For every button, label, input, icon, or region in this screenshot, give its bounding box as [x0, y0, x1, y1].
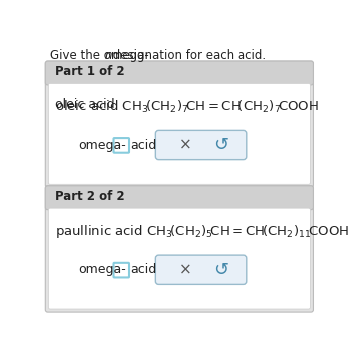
Text: acid: acid: [131, 263, 157, 276]
Text: n: n: [105, 49, 112, 62]
Text: ↺: ↺: [213, 261, 228, 279]
Text: oleic acid: oleic acid: [55, 98, 118, 111]
FancyBboxPatch shape: [48, 64, 311, 83]
Text: paullinic acid $\rm CH_3\!\left(CH_2\right)_5\!CH{=}CH\!\left(CH_2\right)_{11}\!: paullinic acid $\rm CH_3\!\left(CH_2\rig…: [55, 223, 349, 240]
FancyBboxPatch shape: [155, 255, 247, 284]
FancyBboxPatch shape: [48, 208, 310, 309]
Text: omega-: omega-: [79, 263, 126, 276]
Text: designation for each acid.: designation for each acid.: [109, 49, 266, 62]
FancyBboxPatch shape: [113, 138, 129, 153]
Text: ↺: ↺: [213, 136, 228, 154]
Text: Part 1 of 2: Part 1 of 2: [55, 65, 124, 78]
Text: omega-: omega-: [79, 138, 126, 152]
Text: acid: acid: [131, 138, 157, 152]
FancyBboxPatch shape: [45, 61, 314, 187]
Text: ×: ×: [179, 262, 192, 277]
FancyBboxPatch shape: [45, 186, 314, 210]
FancyBboxPatch shape: [48, 83, 310, 184]
FancyBboxPatch shape: [45, 61, 314, 85]
FancyBboxPatch shape: [45, 186, 314, 312]
FancyBboxPatch shape: [113, 263, 129, 278]
Text: Give the omega-: Give the omega-: [50, 49, 149, 62]
Text: ×: ×: [179, 137, 192, 153]
Text: Part 2 of 2: Part 2 of 2: [55, 190, 124, 203]
Text: oleic acid $\rm CH_3\!\left(CH_2\right)_7\!CH{=}CH\!\left(CH_2\right)_7\!COOH$: oleic acid $\rm CH_3\!\left(CH_2\right)_…: [55, 98, 318, 115]
FancyBboxPatch shape: [155, 130, 247, 160]
